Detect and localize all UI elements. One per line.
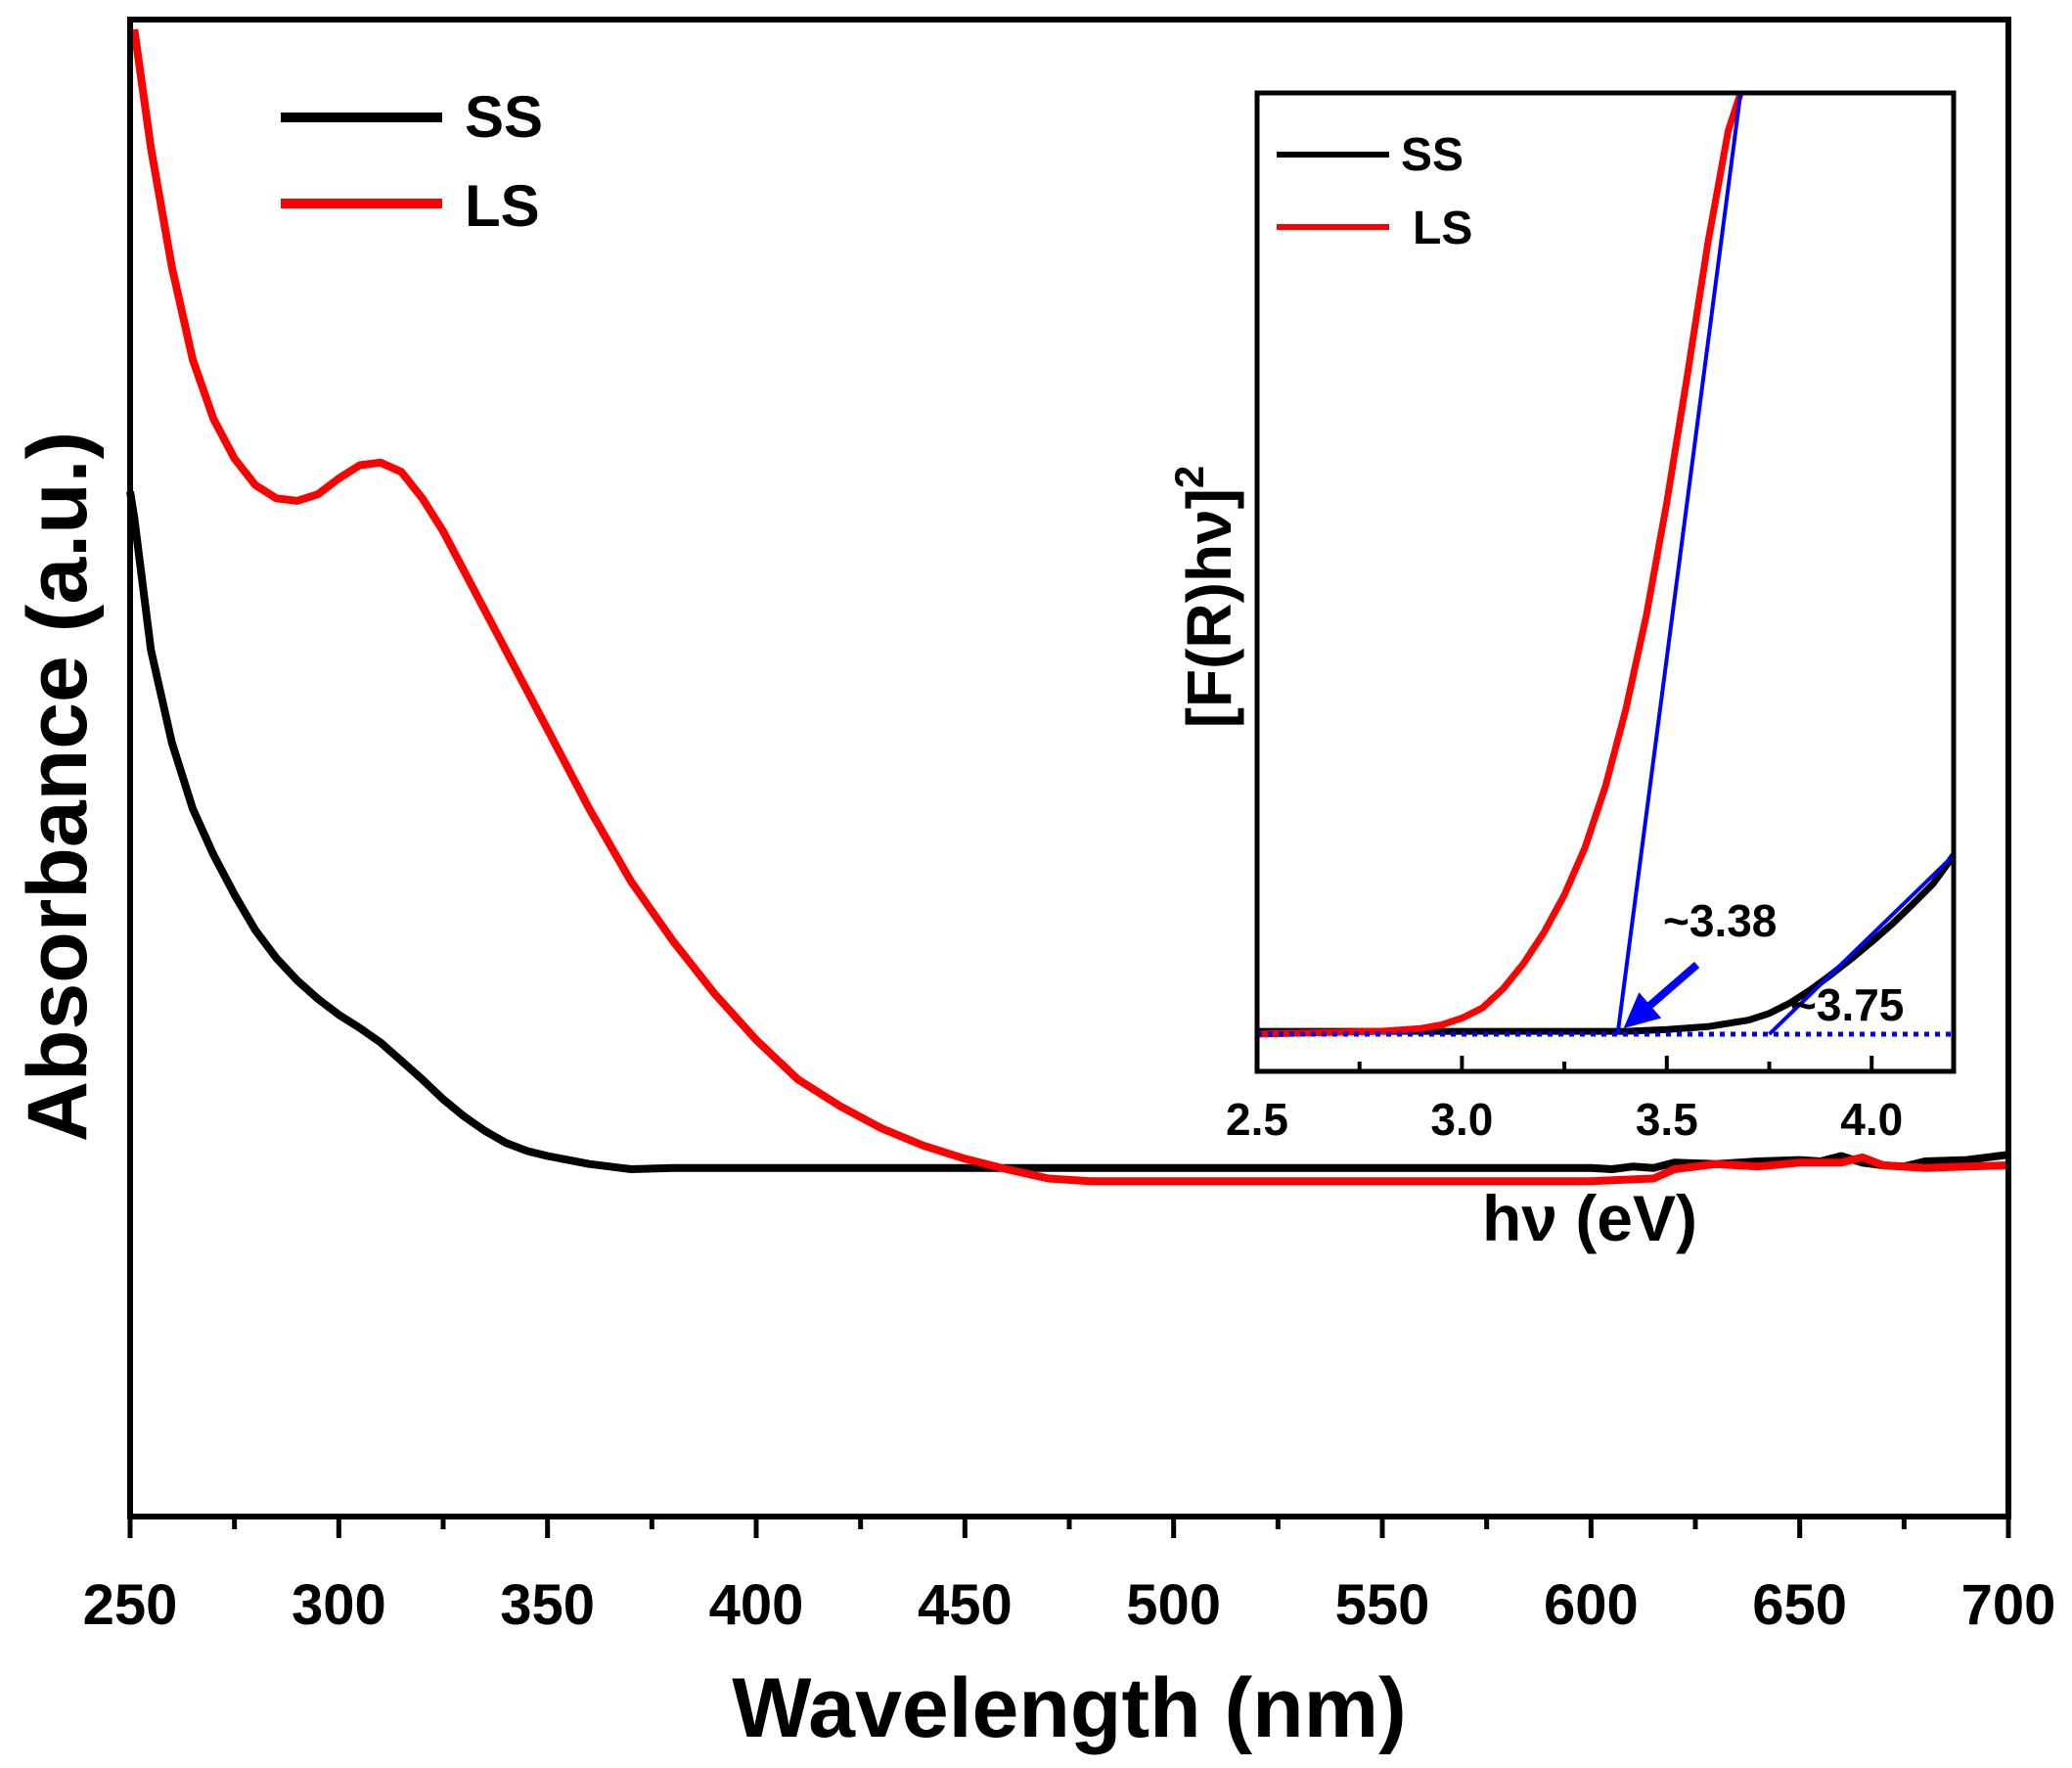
inset-legend: SS LS <box>1277 129 1472 254</box>
inset-x-tick-label-4: 4.0 <box>1840 1094 1903 1145</box>
inset-legend-label-ss: SS <box>1401 129 1464 181</box>
inset-x-axis-label: hν (eV) <box>1482 1182 1697 1254</box>
inset-plot: 2.5 3.0 3.5 4.0 hν (eV) [F(R)hν]2 SS LS ~3.… <box>1166 90 1957 1254</box>
main-legend-label-ss: SS <box>465 84 543 150</box>
inset-fit-line-1 <box>1768 853 1956 1036</box>
main-x-tick-label-400: 400 <box>709 1573 804 1637</box>
main-x-tick-label-650: 650 <box>1752 1573 1847 1637</box>
svg-text:[F(R)hν]2: [F(R)hν]2 <box>1166 466 1244 729</box>
inset-y-axis-label: [F(R)hν]2 <box>1166 466 1244 729</box>
main-x-tick-label-250: 250 <box>83 1573 178 1637</box>
inset-x-tick-label-3-5: 3.5 <box>1636 1094 1698 1145</box>
main-x-tick-label-600: 600 <box>1544 1573 1639 1637</box>
annotation-arrow-head <box>1623 992 1662 1028</box>
inset-plot-frame <box>1254 90 1957 1074</box>
main-x-axis-label: Wavelength (nm) <box>732 1661 1407 1755</box>
main-series-ls <box>130 28 2009 1186</box>
inset-background <box>1257 93 1954 1071</box>
main-y-axis-label: Absorbance (a.u.) <box>11 431 105 1142</box>
inset-legend-label-ls: LS <box>1413 203 1472 254</box>
inset-x-tick-label-3: 3.0 <box>1430 1094 1493 1145</box>
annotation-arrow-shaft <box>1642 961 1700 1014</box>
inset-series-ls <box>1256 91 1744 1038</box>
main-x-tick-label-350: 350 <box>500 1573 595 1637</box>
main-series-group <box>126 28 2009 1186</box>
inset-fit-line-0 <box>1615 92 1743 1035</box>
main-x-tick-label-700: 700 <box>1961 1573 2056 1637</box>
inset-y-axis-label-text: [F(R)hν] <box>1174 488 1244 728</box>
main-plot: 250 300 350 400 450 500 550 600 650 700 Wavelengt… <box>11 17 2056 1755</box>
main-x-tick-label-500: 500 <box>1126 1573 1221 1637</box>
inset-y-axis-label-superscript: 2 <box>1166 466 1212 488</box>
inset-x-ticks: 2.5 3.0 3.5 4.0 <box>1226 1056 1903 1145</box>
main-x-ticks: 250 300 350 400 450 500 550 600 650 700 <box>83 1517 2056 1637</box>
annotation-3-75: ~3.75 <box>1790 979 1904 1030</box>
inset-series-group <box>1256 91 1957 1038</box>
inset-x-tick-label-2-5: 2.5 <box>1226 1094 1288 1145</box>
inset-series-ss <box>1257 853 1957 1035</box>
annotation-3-38: ~3.38 <box>1663 895 1777 946</box>
main-x-tick-label-300: 300 <box>292 1573 386 1637</box>
main-x-tick-label-550: 550 <box>1335 1573 1430 1637</box>
main-legend: SS LS <box>281 84 543 239</box>
main-legend-label-ls: LS <box>465 173 540 239</box>
main-x-tick-label-450: 450 <box>918 1573 1013 1637</box>
